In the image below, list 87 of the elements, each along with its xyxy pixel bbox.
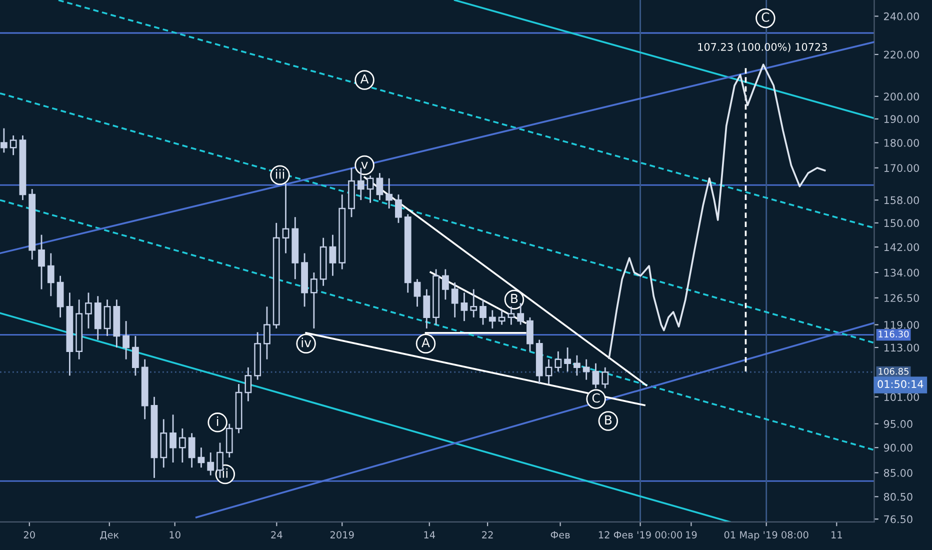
candlestick [188,432,196,468]
y-tick-label: 158.00 [884,196,919,204]
candlestick [480,298,486,326]
candlestick [122,320,130,360]
annotation: B [511,294,518,304]
candlestick [526,316,534,352]
candlestick [423,288,430,330]
y-tick-label: 190.00 [884,115,919,124]
y-tick-label: 113.00 [884,344,919,352]
annotation: iv [302,338,312,348]
candlestick [564,346,571,372]
x-tick-label: Фев [550,531,570,539]
y-tick-label: 95.00 [884,420,912,428]
y-tick-label: 170.00 [884,164,919,172]
y-tick-label: 101.00 [884,393,919,401]
candlestick [47,252,54,297]
y-tick-label: 240.00 [884,12,919,20]
candlestick [386,178,393,210]
text: 01:50:14 [878,380,924,388]
candlestick [310,272,318,330]
candlestick [357,167,364,201]
x-tick-label: 10 [170,531,180,539]
y-tick-label: 134.00 [884,268,919,277]
y-tick-label: 80.50 [884,492,912,501]
candlestick [178,428,186,464]
candlestick [592,362,600,389]
candlestick [395,194,402,224]
candlestick [545,358,552,385]
candlestick [554,350,562,372]
candlestick [38,234,45,290]
candlestick [470,288,478,318]
annotation: C [762,12,770,22]
y-tick-label: 200.00 [884,92,919,100]
x-tick-label: 11 [832,531,842,538]
annotation: i [217,416,218,426]
y-tick-label: 76.50 [884,515,912,524]
y-tick-label: 150.00 [884,219,919,228]
candlestick [132,335,139,376]
annotation: A [422,338,430,348]
candlestick [10,134,17,156]
candlestick [460,292,468,322]
candlestick [198,446,205,468]
x-tick-label: 2019 [330,531,354,539]
annotation: ii [222,468,228,478]
annotation: 107.23 (100.00%) 10723 [698,42,827,52]
annotation: v [361,162,368,169]
candlestick [451,282,458,318]
x-tick-label: 22 [482,531,493,538]
candlestick [85,292,92,330]
candlestick [574,354,580,376]
y-tick-label: 126.50 [884,294,919,302]
y-tick-label: 220.00 [884,50,919,59]
candlestick [414,278,421,308]
x-tick-label: Дек [100,531,119,540]
ref-line-label: 106.85 [878,368,909,375]
candlestick [329,234,336,277]
ref-line-label: 116.30 [878,330,909,338]
y-tick-label: 119.00 [884,320,919,329]
x-tick-label: 12 Фев '19 00:00 [598,531,682,539]
candlestick [207,452,214,476]
candlestick [366,174,374,204]
y-tick-label: 180.00 [884,138,919,147]
x-tick-label: 24 [271,531,282,538]
y-tick-label: 85.00 [884,468,912,477]
annotation: iii [276,169,284,179]
line-series [608,64,826,360]
candlestick [0,128,8,154]
candlestick [244,366,252,402]
x-tick-label: 19 [686,531,697,539]
x-tick-label: 01 Мар '19 08:00 [724,531,808,540]
x-tick-label: 14 [424,531,436,538]
candlestick [602,366,609,389]
candlestick [582,358,590,380]
candlestick [498,310,506,326]
candlestick [264,306,270,360]
annotation: B [605,415,612,424]
x-tick-label: 20 [24,531,35,539]
candlestick [376,172,384,201]
candlestick [170,414,176,464]
annotation: A [360,74,369,84]
candlestick [488,310,496,330]
candlestick [442,268,449,300]
candlestick [517,302,524,326]
y-tick-label: 142.00 [884,243,919,252]
candlestick [104,298,111,337]
y-tick-label: 90.00 [884,444,912,452]
annotation: C [592,393,600,403]
